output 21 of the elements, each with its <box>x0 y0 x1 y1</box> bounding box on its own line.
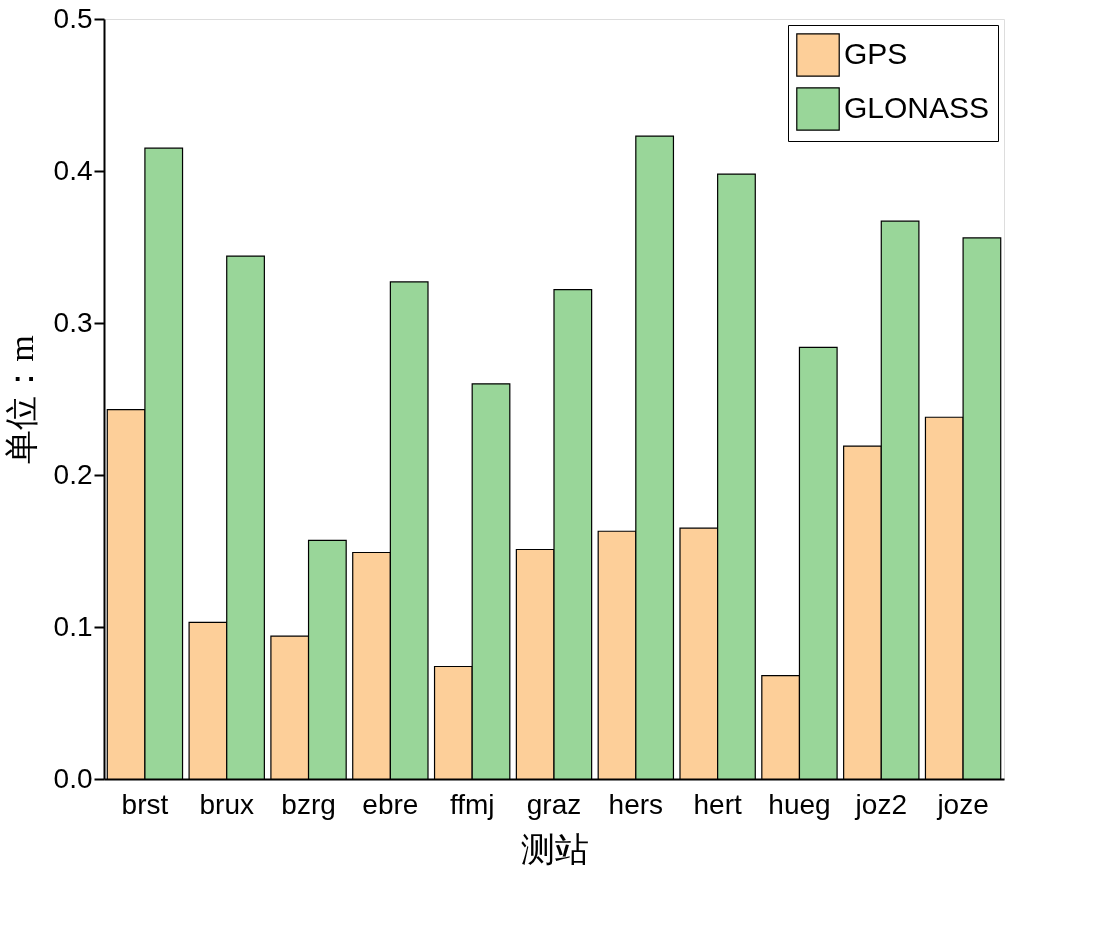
x-tick-label: brux <box>199 788 254 820</box>
x-tick-label: bzrg <box>281 788 336 820</box>
legend-label: GLONASS <box>844 91 990 124</box>
x-tick-label: hers <box>608 788 664 820</box>
y-tick-label: 0.3 <box>53 306 93 338</box>
x-axis-title: 测站 <box>520 830 589 868</box>
legend-label: GPS <box>844 37 908 70</box>
x-tick-label: joze <box>936 788 989 820</box>
x-tick-label: brst <box>121 788 169 820</box>
y-axis-title: 单位：m <box>2 335 40 464</box>
x-tick-label: ebre <box>362 788 419 820</box>
x-tick-label: ffmj <box>449 788 495 820</box>
y-tick-label: 0.4 <box>53 154 93 186</box>
x-tick-label: hueg <box>768 788 831 820</box>
y-tick-label: 0.5 <box>53 2 93 34</box>
x-tick-label: joz2 <box>854 788 907 820</box>
y-tick-label: 0.2 <box>53 458 93 490</box>
y-tick-label: 0.0 <box>53 762 93 794</box>
x-tick-label: hert <box>693 788 742 820</box>
y-tick-label: 0.1 <box>53 610 93 642</box>
x-tick-label: graz <box>526 788 582 820</box>
